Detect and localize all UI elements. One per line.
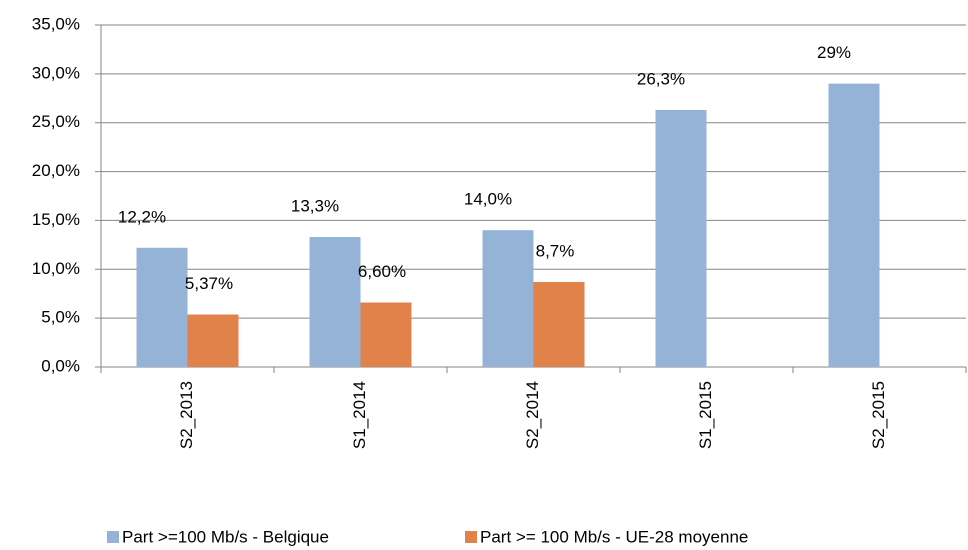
legend-label: Part >= 100 Mb/s - UE-28 moyenne — [480, 527, 748, 546]
legend-swatch — [465, 531, 477, 543]
data-label: 29% — [817, 43, 851, 62]
bar — [360, 302, 412, 367]
y-tick-label: 15,0% — [32, 210, 80, 229]
x-tick-label: S2_2015 — [869, 381, 888, 449]
bar — [309, 237, 361, 367]
legend-swatch — [107, 531, 119, 543]
x-tick-label: S1_2014 — [350, 381, 369, 449]
bar — [187, 314, 239, 367]
data-label: 12,2% — [118, 207, 166, 226]
y-tick-label: 35,0% — [32, 14, 80, 33]
y-tick-label: 5,0% — [41, 308, 80, 327]
x-tick-label: S2_2014 — [523, 381, 542, 449]
data-label: 13,3% — [291, 197, 339, 216]
data-label: 26,3% — [637, 69, 685, 88]
y-tick-label: 25,0% — [32, 112, 80, 131]
x-tick-label: S2_2013 — [177, 381, 196, 449]
y-tick-label: 20,0% — [32, 161, 80, 180]
bar — [482, 230, 534, 367]
y-tick-label: 30,0% — [32, 63, 80, 82]
bar — [655, 110, 707, 368]
y-tick-label: 10,0% — [32, 259, 80, 278]
bar — [828, 83, 880, 367]
legend-label: Part >=100 Mb/s - Belgique — [122, 527, 329, 546]
bar — [136, 247, 188, 367]
data-label: 6,60% — [358, 262, 406, 281]
bar — [533, 281, 585, 367]
y-tick-label: 0,0% — [41, 356, 80, 375]
data-label: 14,0% — [464, 190, 512, 209]
x-tick-label: S1_2015 — [696, 381, 715, 449]
data-label: 5,37% — [185, 274, 233, 293]
data-label: 8,7% — [536, 241, 575, 260]
